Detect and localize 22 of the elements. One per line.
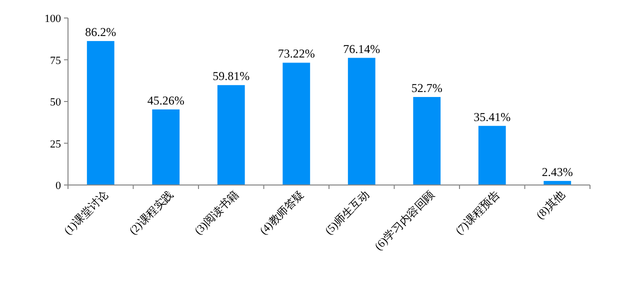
x-tick-label: (6)学习内容回顾 (372, 188, 437, 253)
x-tick-label: (1)课堂讨论 (61, 188, 111, 238)
data-label: 35.41% (474, 110, 511, 124)
plot: 86.2% 45.26% 59.81% 73.22% 76.14% 52.7% 35.41% 2.43% 0 25 50 75 100 (1)课堂讨论 (2)课程实践 (3)阅读书籍 (4)教师答疑 (5)师生互动 (6)学习内容回顾 (7)课程预告 (8)其他 (44, 13, 590, 253)
data-label: 73.22% (278, 46, 315, 61)
x-tick-label: (7)课程预告 (452, 188, 502, 238)
y-tick-label: 25 (50, 138, 62, 150)
y-tick-label: 100 (44, 13, 62, 25)
data-label: 52.7% (411, 80, 442, 95)
y-tick-label: 75 (50, 54, 62, 67)
x-tick-label: (4)教师答疑 (258, 188, 306, 238)
x-tick-label: (3)阅读书籍 (192, 188, 242, 238)
data-label: 2.43% (542, 164, 573, 179)
data-label: 59.81% (212, 69, 250, 84)
x-tick-label: (8)其他 (534, 188, 568, 222)
x-tick-label: (5)师生互动 (322, 188, 372, 238)
y-tick-label: 50 (50, 96, 62, 108)
x-tick-label: (2)课程实践 (126, 188, 176, 238)
data-label: 45.26% (147, 93, 184, 108)
y-tick-label: 0 (56, 180, 62, 192)
data-label: 86.2% (85, 25, 116, 40)
data-label: 76.14% (343, 42, 380, 56)
